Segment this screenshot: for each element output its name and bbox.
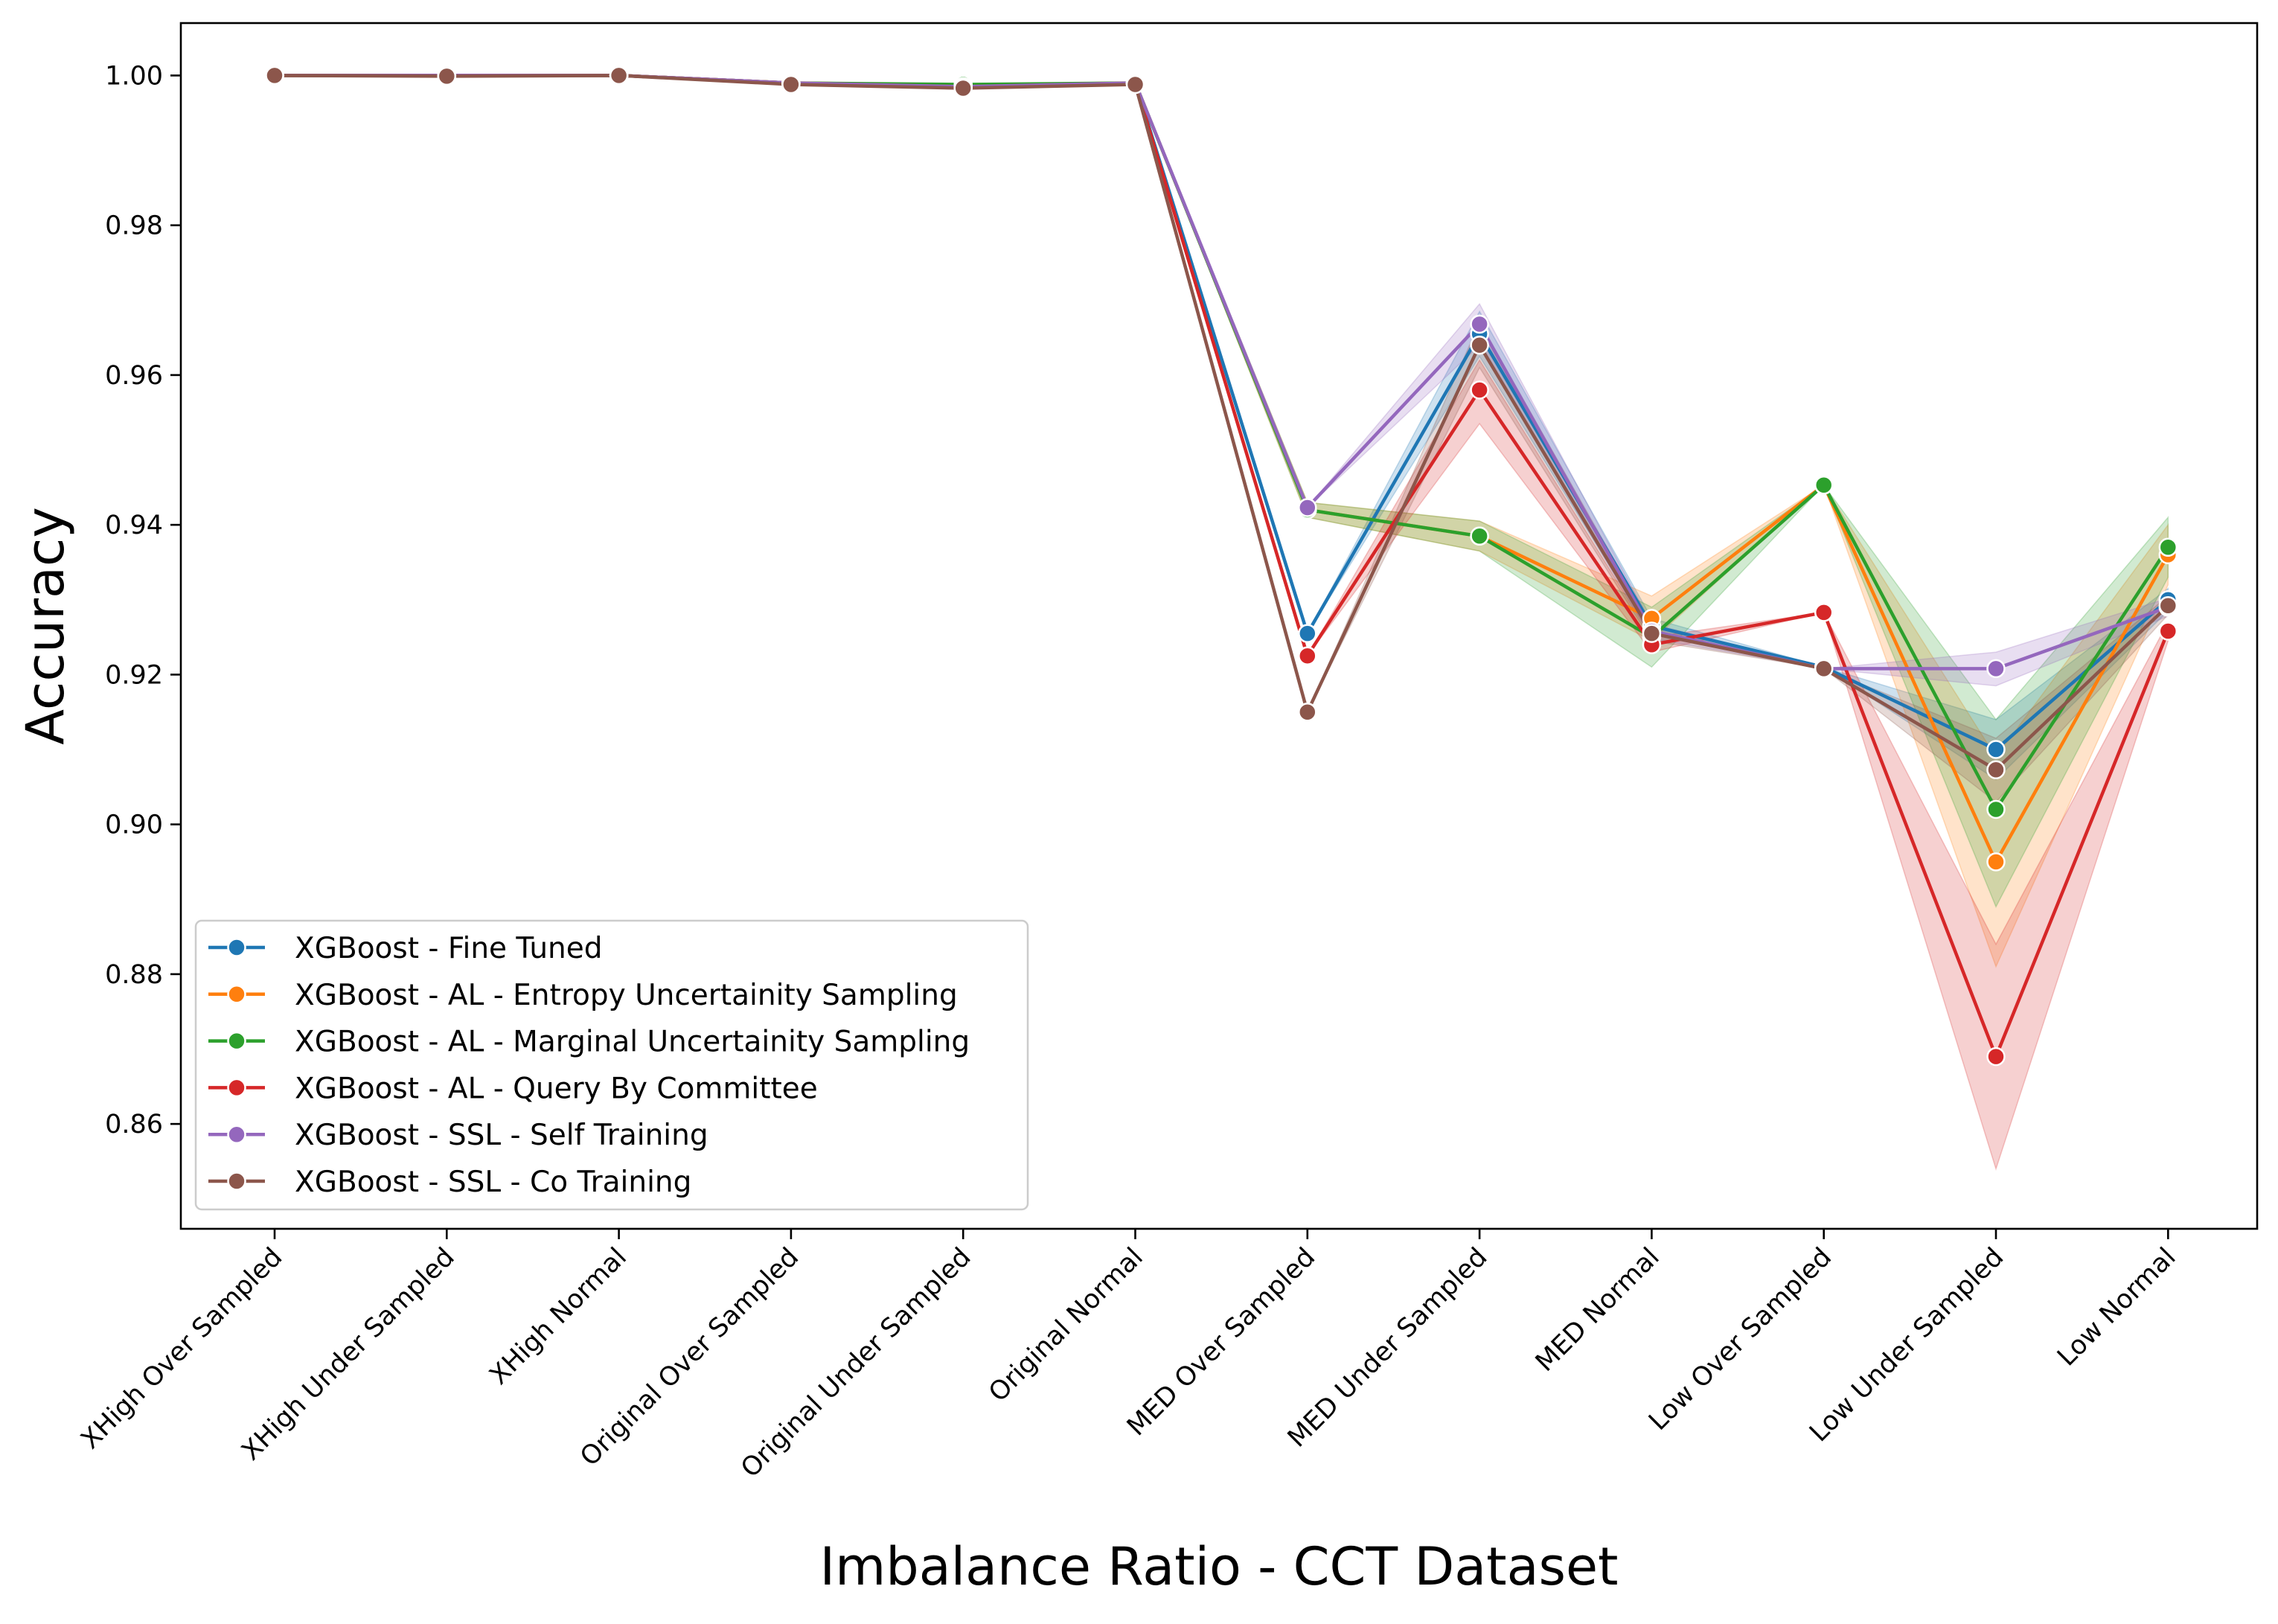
y-tick-label: 0.90 — [105, 811, 163, 840]
legend-label: XGBoost - SSL - Co Training — [295, 1166, 691, 1199]
y-axis-title: Accuracy — [15, 507, 76, 745]
data-point — [2158, 537, 2178, 557]
legend: XGBoost - Fine Tuned XGBoost - AL - Entro… — [194, 919, 1029, 1211]
y-tick-label: 0.96 — [105, 361, 163, 391]
x-axis-title: Imbalance Ratio - CCT Dataset — [819, 1536, 1618, 1597]
legend-label: XGBoost - AL - Query By Committee — [295, 1072, 818, 1105]
data-point — [2158, 621, 2178, 641]
data-point — [1986, 659, 2006, 679]
data-point — [1986, 852, 2006, 872]
y-tick-label: 0.98 — [105, 211, 163, 241]
legend-marker — [227, 938, 246, 957]
data-point — [1814, 476, 1834, 495]
data-point — [1298, 624, 1317, 643]
plot-frame — [179, 22, 2259, 1230]
legend-marker — [227, 1171, 246, 1191]
y-tick-label: 0.88 — [105, 960, 163, 990]
data-point — [1986, 799, 2006, 819]
data-point — [1814, 603, 1834, 622]
data-point — [1986, 760, 2006, 779]
legend-marker — [227, 1078, 246, 1098]
data-point — [265, 65, 284, 86]
data-point — [1125, 74, 1145, 95]
legend-label: XGBoost - SSL - Self Training — [295, 1119, 708, 1152]
data-point — [1642, 624, 1662, 643]
data-point — [953, 78, 973, 98]
y-tick-label: 0.86 — [105, 1110, 163, 1139]
data-point — [781, 74, 801, 95]
data-point — [1470, 335, 1489, 355]
data-point — [1298, 646, 1317, 665]
legend-label: XGBoost - AL - Marginal Uncertainity Sam… — [295, 1026, 970, 1059]
y-tick-label: 0.92 — [105, 660, 163, 690]
legend-marker — [227, 1125, 246, 1144]
series-line-6 — [274, 74, 2169, 772]
data-point — [1470, 526, 1489, 546]
data-point — [1986, 1046, 2006, 1067]
data-point — [1298, 498, 1317, 517]
y-tick-label: 1.00 — [105, 61, 163, 91]
y-tick-label: 0.94 — [105, 511, 163, 540]
series-markers — [265, 65, 2178, 1067]
legend-label: XGBoost - AL - Entropy Uncertainity Samp… — [295, 979, 958, 1012]
data-point — [2158, 596, 2178, 616]
legend-marker — [227, 1031, 246, 1051]
y-axis: 0.86 0.88 0.90 0.92 0.94 0.96 0.98 1.00 — [105, 61, 181, 1139]
data-point — [1298, 702, 1317, 722]
data-point — [437, 66, 457, 86]
data-point — [1470, 380, 1489, 400]
legend-marker — [227, 985, 246, 1004]
legend-box — [194, 919, 1029, 1211]
data-point — [609, 65, 629, 86]
series-lines — [274, 74, 2170, 1058]
data-point — [1986, 740, 2006, 759]
legend-label: XGBoost - Fine Tuned — [295, 932, 603, 965]
data-point — [1814, 659, 1834, 679]
data-point — [1470, 314, 1489, 334]
